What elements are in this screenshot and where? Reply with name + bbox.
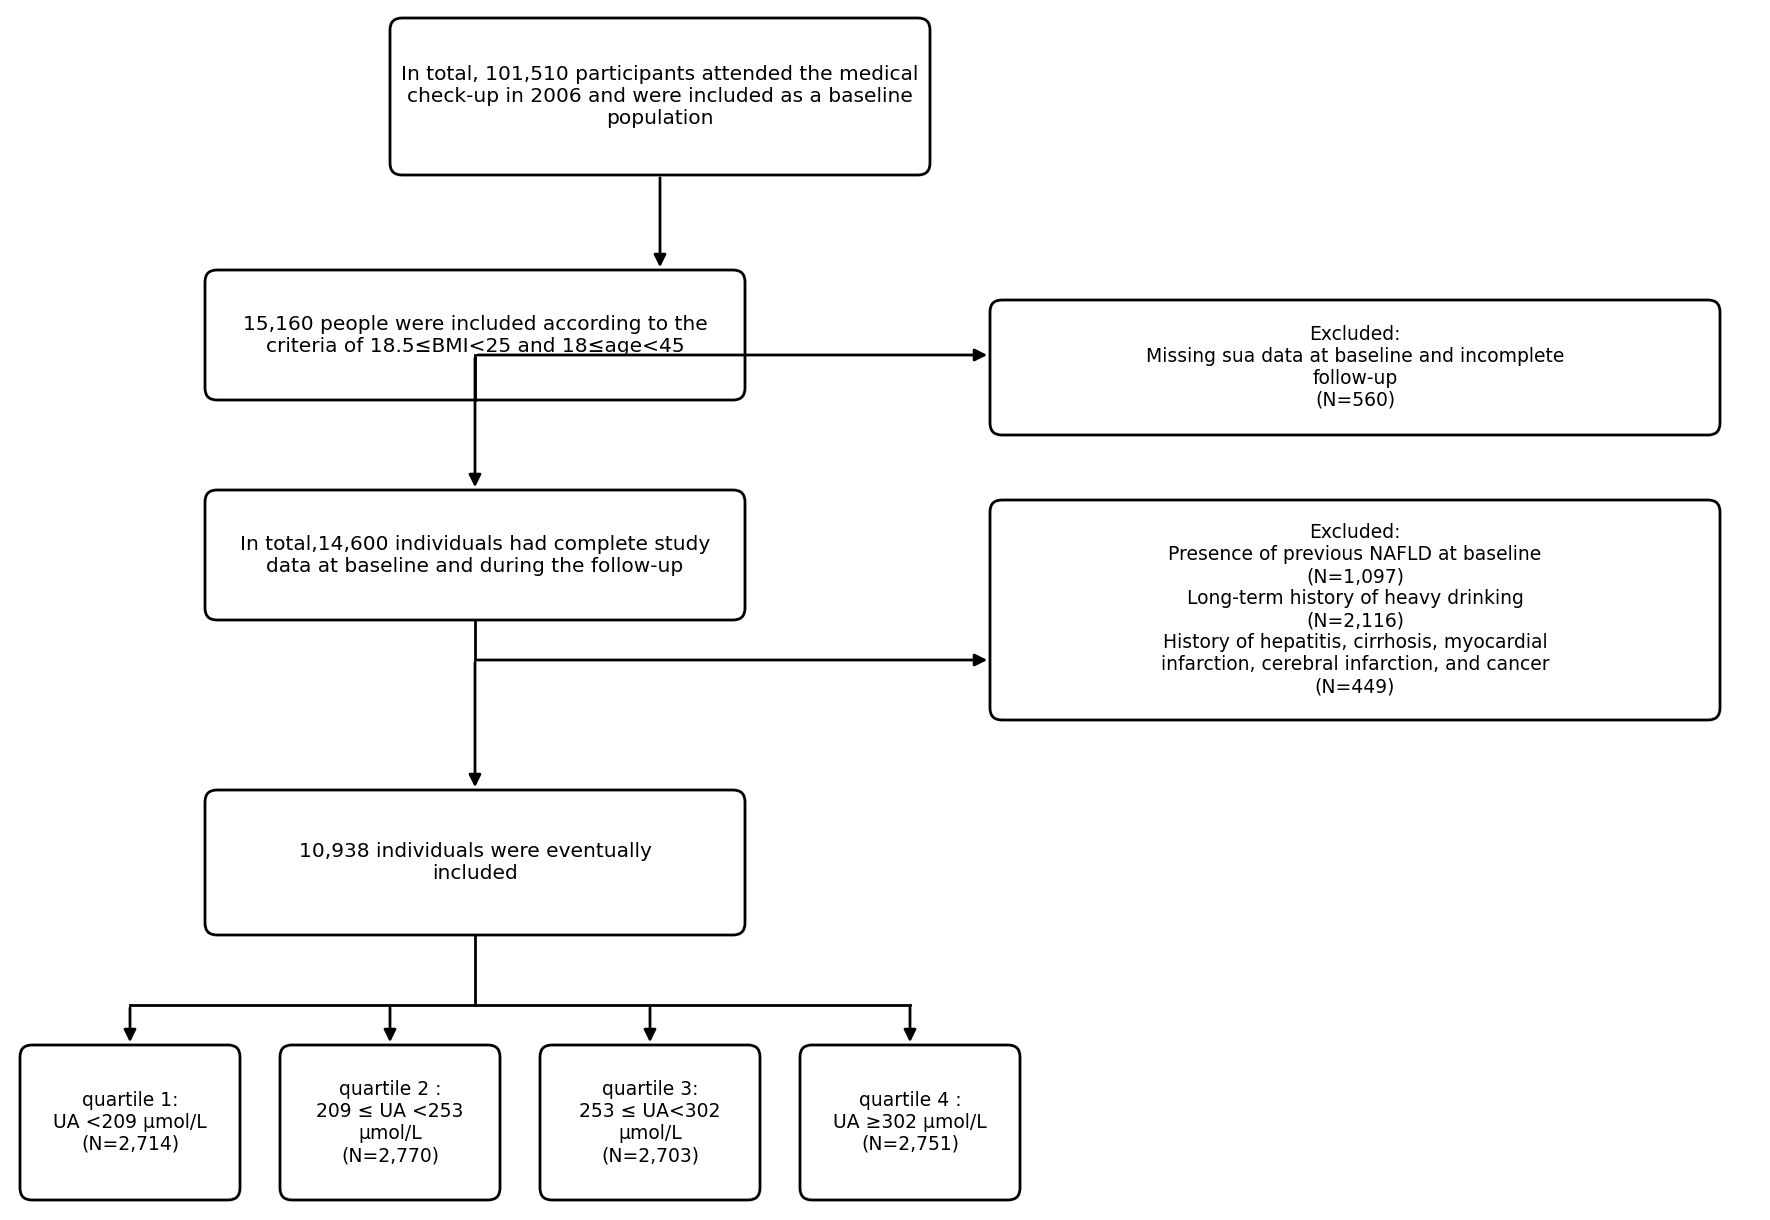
FancyBboxPatch shape <box>389 18 929 174</box>
Text: quartile 4 :
UA ≥302 μmol/L
(N=2,751): quartile 4 : UA ≥302 μmol/L (N=2,751) <box>834 1091 988 1154</box>
Text: quartile 1:
UA <209 μmol/L
(N=2,714): quartile 1: UA <209 μmol/L (N=2,714) <box>53 1091 207 1154</box>
Text: quartile 3:
253 ≤ UA<302
μmol/L
(N=2,703): quartile 3: 253 ≤ UA<302 μmol/L (N=2,703… <box>579 1080 720 1165</box>
Text: In total,14,600 individuals had complete study
data at baseline and during the f: In total,14,600 individuals had complete… <box>241 534 710 576</box>
Text: In total, 101,510 participants attended the medical
check-up in 2006 and were in: In total, 101,510 participants attended … <box>402 65 919 128</box>
FancyBboxPatch shape <box>989 300 1720 436</box>
Text: 10,938 individuals were eventually
included: 10,938 individuals were eventually inclu… <box>299 842 651 883</box>
Text: 15,160 people were included according to the
criteria of 18.5≤BMI<25 and 18≤age<: 15,160 people were included according to… <box>242 315 708 355</box>
FancyBboxPatch shape <box>800 1046 1020 1200</box>
Text: Excluded:
Missing sua data at baseline and incomplete
follow-up
(N=560): Excluded: Missing sua data at baseline a… <box>1145 325 1565 410</box>
Text: quartile 2 :
209 ≤ UA <253
μmol/L
(N=2,770): quartile 2 : 209 ≤ UA <253 μmol/L (N=2,7… <box>317 1080 464 1165</box>
FancyBboxPatch shape <box>205 490 745 620</box>
FancyBboxPatch shape <box>540 1046 759 1200</box>
FancyBboxPatch shape <box>205 791 745 935</box>
Text: Excluded:
Presence of previous NAFLD at baseline
(N=1,097)
Long-term history of : Excluded: Presence of previous NAFLD at … <box>1161 523 1549 697</box>
FancyBboxPatch shape <box>280 1046 499 1200</box>
FancyBboxPatch shape <box>205 270 745 400</box>
FancyBboxPatch shape <box>989 500 1720 720</box>
FancyBboxPatch shape <box>19 1046 241 1200</box>
